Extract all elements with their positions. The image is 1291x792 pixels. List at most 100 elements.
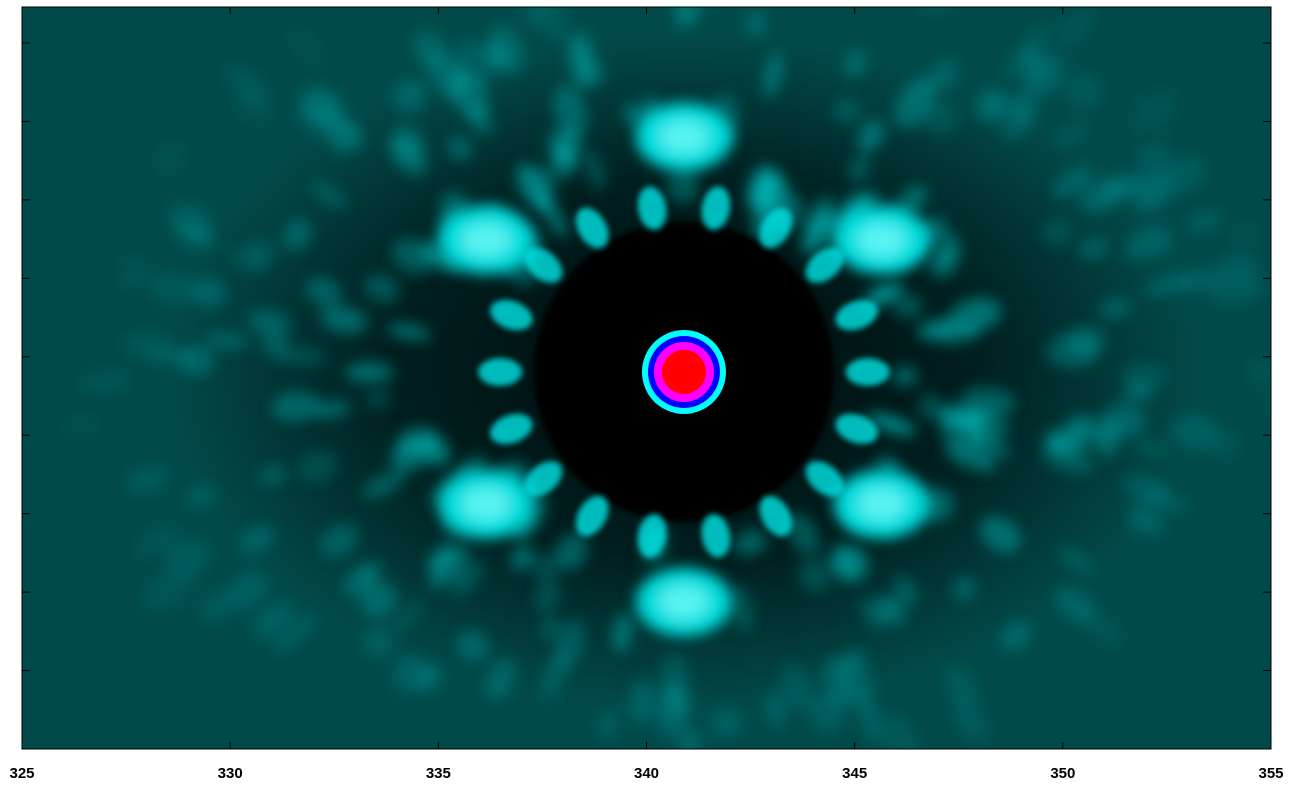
speckle xyxy=(240,524,276,553)
speckle xyxy=(895,185,928,218)
speckle xyxy=(226,65,269,106)
speckle xyxy=(1119,362,1168,389)
speckle xyxy=(199,591,234,623)
speckle-field xyxy=(79,0,1271,792)
speckle xyxy=(536,162,566,189)
speckle xyxy=(295,102,336,141)
inner-lobe xyxy=(575,495,609,537)
speckle xyxy=(248,237,278,271)
inner-lobe xyxy=(637,513,667,558)
speckle xyxy=(273,614,316,654)
speckle xyxy=(297,449,339,483)
speckle xyxy=(960,386,1016,416)
speckle xyxy=(541,652,567,698)
speckle xyxy=(1066,73,1102,109)
speckle xyxy=(886,715,920,749)
x-tick-label: 350 xyxy=(1050,765,1076,782)
speckle xyxy=(1137,142,1172,174)
speckle xyxy=(762,52,784,98)
speckle xyxy=(1008,93,1038,122)
speckle xyxy=(1054,119,1089,149)
bright-lobe-core xyxy=(857,487,906,520)
speckle xyxy=(832,545,869,583)
speckle xyxy=(187,485,219,506)
inner-lobe xyxy=(845,358,890,386)
x-tick-label: 330 xyxy=(217,765,243,782)
speckle xyxy=(917,318,954,340)
speckle xyxy=(392,654,430,693)
bright-lobe-core xyxy=(462,487,511,520)
inner-lobe xyxy=(759,207,793,249)
speckle xyxy=(951,576,977,602)
speckle xyxy=(1142,274,1191,297)
speckle xyxy=(1058,546,1093,573)
speckle xyxy=(122,332,176,358)
speckle xyxy=(494,0,520,4)
speckle xyxy=(204,331,251,350)
speckle xyxy=(305,277,342,306)
speckle xyxy=(532,552,560,581)
speckle xyxy=(878,594,907,625)
speckle xyxy=(320,305,368,334)
speckle xyxy=(320,523,360,558)
speckle xyxy=(1018,45,1046,73)
speckle xyxy=(893,575,919,605)
heatmap-image xyxy=(22,0,1271,792)
speckle xyxy=(679,725,700,749)
speckle xyxy=(629,677,656,724)
speckle xyxy=(1126,505,1163,535)
speckle xyxy=(1078,237,1108,260)
speckle xyxy=(1188,210,1220,233)
x-tick-label: 345 xyxy=(842,765,868,782)
speckle xyxy=(488,24,526,76)
inner-lobe xyxy=(575,207,609,249)
speckle xyxy=(891,365,919,387)
speckle xyxy=(260,331,290,358)
speckle xyxy=(667,166,699,204)
speckle xyxy=(820,657,855,709)
speckle xyxy=(142,570,193,611)
speckle xyxy=(780,662,812,710)
speckle xyxy=(944,443,996,472)
inner-lobe xyxy=(701,513,731,558)
speckle xyxy=(1170,415,1218,450)
inner-lobe xyxy=(759,495,793,537)
speckle xyxy=(917,392,943,421)
speckle xyxy=(787,512,820,555)
speckle xyxy=(798,557,830,593)
speckle xyxy=(894,77,936,128)
speckle xyxy=(1099,171,1145,202)
inner-lobe xyxy=(478,358,523,386)
speckle xyxy=(976,89,1009,123)
speckle xyxy=(192,277,227,308)
speckle xyxy=(535,788,575,792)
speckle xyxy=(572,29,595,81)
speckle xyxy=(733,529,767,556)
speckle xyxy=(453,560,485,598)
speckle xyxy=(801,209,838,255)
speckle xyxy=(674,7,705,23)
speckle xyxy=(1247,356,1271,388)
speckle xyxy=(1000,621,1031,651)
speckle xyxy=(526,7,545,29)
speckle xyxy=(660,653,689,701)
speckle xyxy=(1078,606,1122,646)
speckle xyxy=(534,578,561,613)
inner-lobe xyxy=(490,299,533,331)
speckle xyxy=(894,294,924,319)
speckle xyxy=(1144,490,1189,514)
speckle xyxy=(868,282,905,307)
speckle xyxy=(710,709,743,736)
speckle xyxy=(345,361,395,384)
speckle xyxy=(455,629,490,662)
speckle xyxy=(1051,166,1092,199)
speckle xyxy=(513,513,537,541)
speckle xyxy=(259,465,287,486)
speckle xyxy=(598,712,618,737)
speckle xyxy=(448,136,472,161)
speckle xyxy=(824,0,852,5)
x-tick-label: 325 xyxy=(9,765,35,782)
inner-lobe xyxy=(524,461,563,497)
speckle xyxy=(766,690,785,728)
